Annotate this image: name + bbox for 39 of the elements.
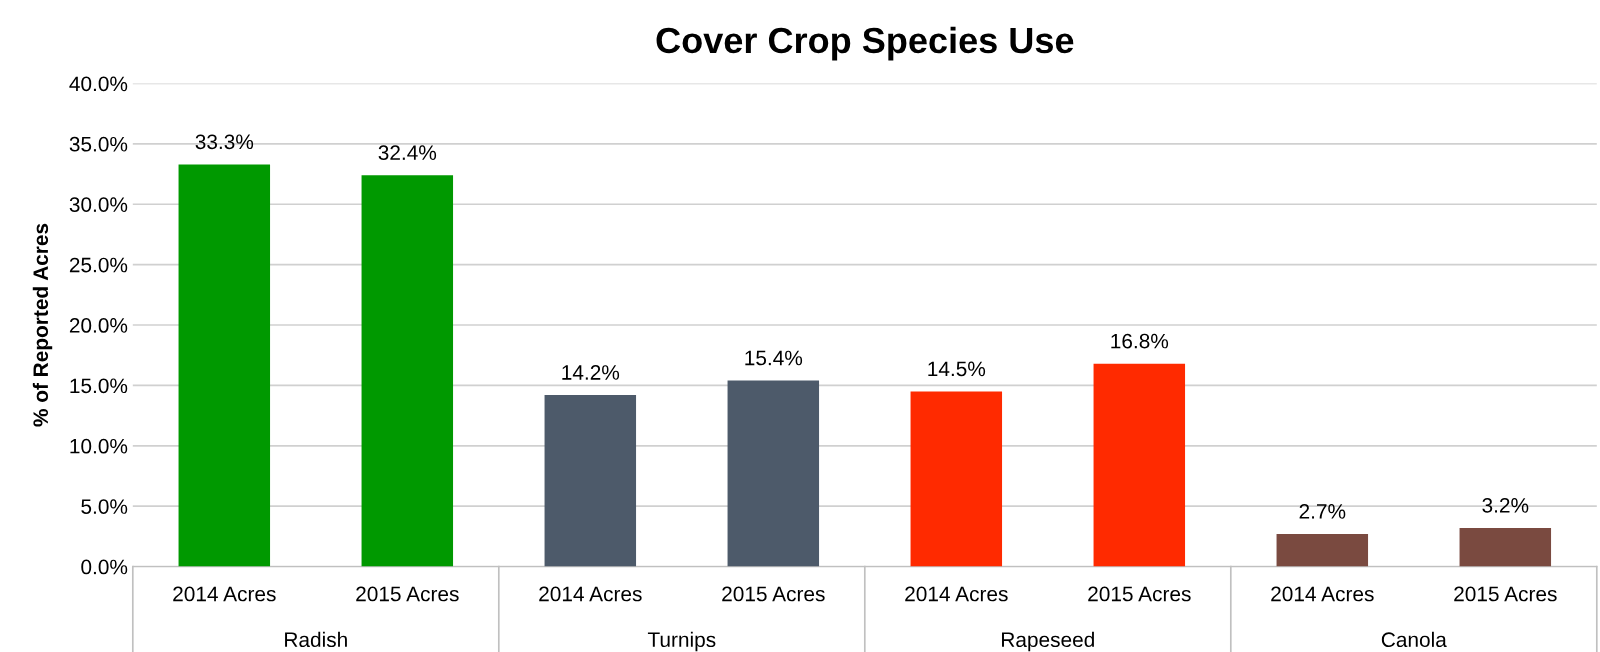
y-tick-label: 30.0% <box>69 197 128 212</box>
y-tick-label: 15.0% <box>70 378 128 394</box>
y-tick-label: 10.0% <box>70 438 128 454</box>
chart-title: Cover Crop Species Use <box>656 26 1074 61</box>
x-tick-label: 2014 Acres <box>539 586 642 602</box>
x-tick-label: 2014 Acres <box>905 586 1008 602</box>
bar <box>910 391 1003 567</box>
data-label: 33.3% <box>195 134 254 150</box>
text: Turnips <box>647 631 716 652</box>
y-tick-label: 5.0% <box>81 499 128 514</box>
text: Canola <box>1381 631 1447 648</box>
x-tick-label: 2015 Acres <box>722 586 825 602</box>
y-tick-label: 20.0% <box>69 318 128 333</box>
x-tick-label: 2014 Acres <box>173 586 276 602</box>
data-label: 16.8% <box>1111 333 1169 349</box>
y-tick-label: 40.0% <box>69 76 128 92</box>
text: Radish <box>285 631 347 648</box>
bar <box>178 164 271 567</box>
bar <box>544 395 637 567</box>
bar <box>727 380 820 567</box>
data-label: 32.4% <box>378 145 437 161</box>
text: Rapeseed <box>1002 631 1094 652</box>
y-tick-label: 25.0% <box>69 257 128 273</box>
x-tick-label: 2015 Acres <box>1088 586 1191 602</box>
bar <box>1459 527 1552 567</box>
bar <box>361 175 454 567</box>
bar <box>1276 533 1369 567</box>
y-axis-title: % of Reported Acres <box>32 223 53 427</box>
data-label: 2.7% <box>1299 504 1346 519</box>
x-tick-label: 2014 Acres <box>1271 586 1374 602</box>
x-tick-label: 2015 Acres <box>356 586 459 602</box>
bar <box>1093 363 1186 567</box>
data-label: 14.2% <box>562 365 620 380</box>
data-label: 14.5% <box>928 361 986 377</box>
x-tick-label: 2015 Acres <box>1454 586 1557 602</box>
y-tick-label: 35.0% <box>69 136 128 152</box>
data-label: 3.2% <box>1482 497 1529 513</box>
y-tick-label: 0.0% <box>81 559 128 575</box>
data-label: 15.4% <box>745 350 803 366</box>
